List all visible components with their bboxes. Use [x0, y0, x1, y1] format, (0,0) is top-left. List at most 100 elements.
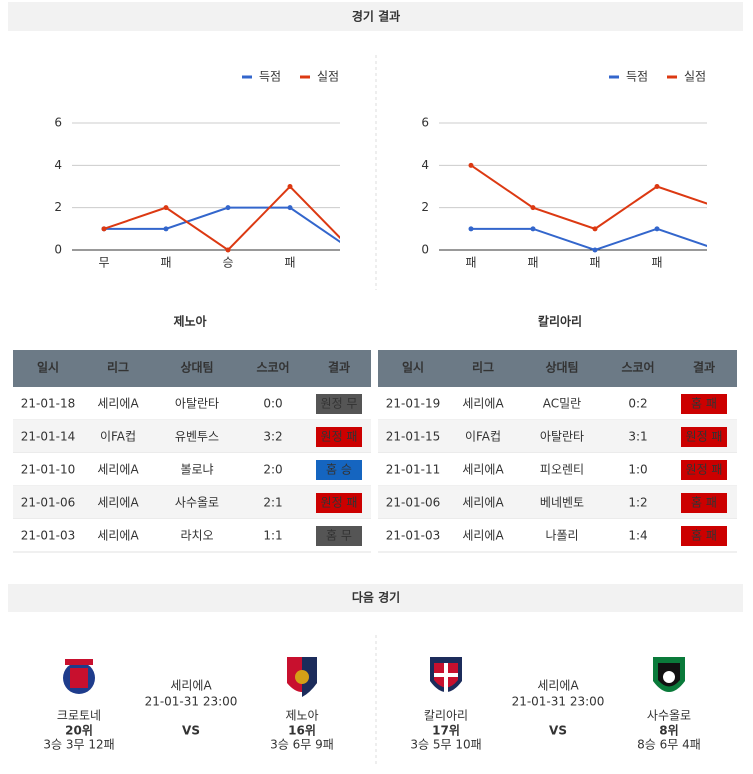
x-tick-label: 승	[222, 256, 233, 270]
y-tick-label: 0	[54, 243, 62, 257]
cell: 1:1	[263, 529, 282, 543]
result-badge	[316, 493, 362, 513]
column-header: 결과	[693, 360, 715, 375]
team-logo	[287, 657, 317, 697]
y-tick-label: 4	[421, 158, 429, 172]
point	[225, 205, 231, 211]
y-tick-label: 6	[54, 116, 62, 130]
table-row	[378, 453, 737, 486]
table-row	[13, 420, 371, 453]
cell: 3:2	[263, 430, 282, 444]
cell: 21-01-03	[386, 529, 440, 543]
table-header	[13, 350, 371, 387]
plot-area	[468, 162, 707, 253]
table-row	[13, 387, 371, 420]
logo-shape	[302, 657, 317, 697]
result-text: 홈 패	[691, 397, 717, 411]
cell: 1:0	[628, 463, 647, 477]
result-text: 홈 패	[691, 496, 717, 510]
result-text: 홈 무	[326, 529, 352, 543]
cell: 이FA컵	[100, 430, 136, 444]
cell: 아탈란타	[540, 430, 584, 444]
cell: 세리에A	[97, 496, 139, 510]
datetime: 21-01-31 23:00	[145, 695, 238, 709]
cell: 2:1	[263, 496, 282, 510]
team-name: 칼리아리	[424, 709, 468, 723]
result-text: 원정 패	[321, 496, 358, 510]
logo-shape	[65, 659, 93, 665]
table-row	[13, 486, 371, 519]
column-header: 일시	[402, 361, 424, 375]
logo-shape	[663, 671, 675, 683]
table-row	[378, 387, 737, 420]
cell: 세리에A	[97, 529, 139, 543]
cell: 1:4	[628, 529, 647, 543]
point	[592, 226, 598, 232]
y-tick-label: 4	[54, 158, 62, 172]
team-title: 제노아	[173, 314, 206, 329]
cell: 21-01-03	[21, 529, 75, 543]
result-badge	[316, 394, 362, 414]
column-header: 결과	[328, 360, 350, 375]
cell: 베네벤토	[540, 496, 584, 510]
cell: 21-01-14	[21, 430, 75, 444]
y-tick-label: 2	[54, 200, 62, 214]
cell: 아탈란타	[175, 397, 219, 411]
point	[530, 205, 536, 211]
team-record: 3승 3무 12패	[43, 738, 114, 752]
team-record: 3승 6무 9패	[270, 738, 334, 752]
cell: 2:0	[263, 463, 282, 477]
cell: 21-01-06	[21, 496, 75, 510]
logo-shape	[444, 663, 448, 693]
table-header	[378, 350, 737, 387]
logo-shape	[70, 668, 88, 688]
next-bar	[8, 584, 743, 612]
result-badge	[316, 427, 362, 447]
result-text: 원정 패	[686, 463, 723, 477]
result-badge	[316, 526, 362, 546]
cell: 사수올로	[175, 496, 219, 510]
x-tick-label: 무	[98, 256, 109, 270]
cell: 21-01-19	[386, 397, 440, 411]
team-logo	[653, 657, 685, 692]
y-tick-label: 0	[421, 243, 429, 257]
plot-area	[101, 184, 355, 253]
x-tick-label: 패	[589, 256, 600, 270]
cell: 21-01-15	[386, 430, 440, 444]
y-tick-label: 2	[421, 200, 429, 214]
point	[530, 226, 536, 232]
result-badge	[681, 493, 727, 513]
cell: 피오렌티	[540, 463, 584, 477]
point	[350, 248, 355, 253]
cell: 볼로냐	[180, 463, 213, 477]
point	[163, 205, 169, 211]
cell: 유벤투스	[175, 430, 219, 444]
legend-label: 득점	[259, 70, 281, 84]
result-text: 홈 승	[326, 463, 352, 477]
cell: 세리에A	[97, 397, 139, 411]
cell: 이FA컵	[465, 430, 501, 444]
team-rank: 20위	[65, 724, 93, 738]
result-badge	[681, 460, 727, 480]
column-header: 스코어	[256, 360, 289, 375]
result-badge	[681, 394, 727, 414]
vs: VS	[182, 724, 200, 738]
cell: 1:2	[628, 496, 647, 510]
cell: 세리에A	[462, 529, 504, 543]
point	[350, 248, 355, 253]
team-record: 3승 5무 10패	[410, 738, 481, 752]
point	[654, 226, 660, 232]
team-name: 크로토네	[57, 709, 101, 723]
point	[287, 205, 293, 211]
league: 세리에A	[537, 679, 579, 693]
point	[468, 226, 474, 232]
line-series	[471, 227, 707, 252]
y-tick-label: 6	[421, 116, 429, 130]
column-header: 스코어	[621, 360, 654, 375]
datetime: 21-01-31 23:00	[512, 695, 605, 709]
cell: 세리에A	[462, 397, 504, 411]
point	[654, 184, 660, 189]
cell: 21-01-06	[386, 496, 440, 510]
cell: 3:1	[628, 430, 647, 444]
